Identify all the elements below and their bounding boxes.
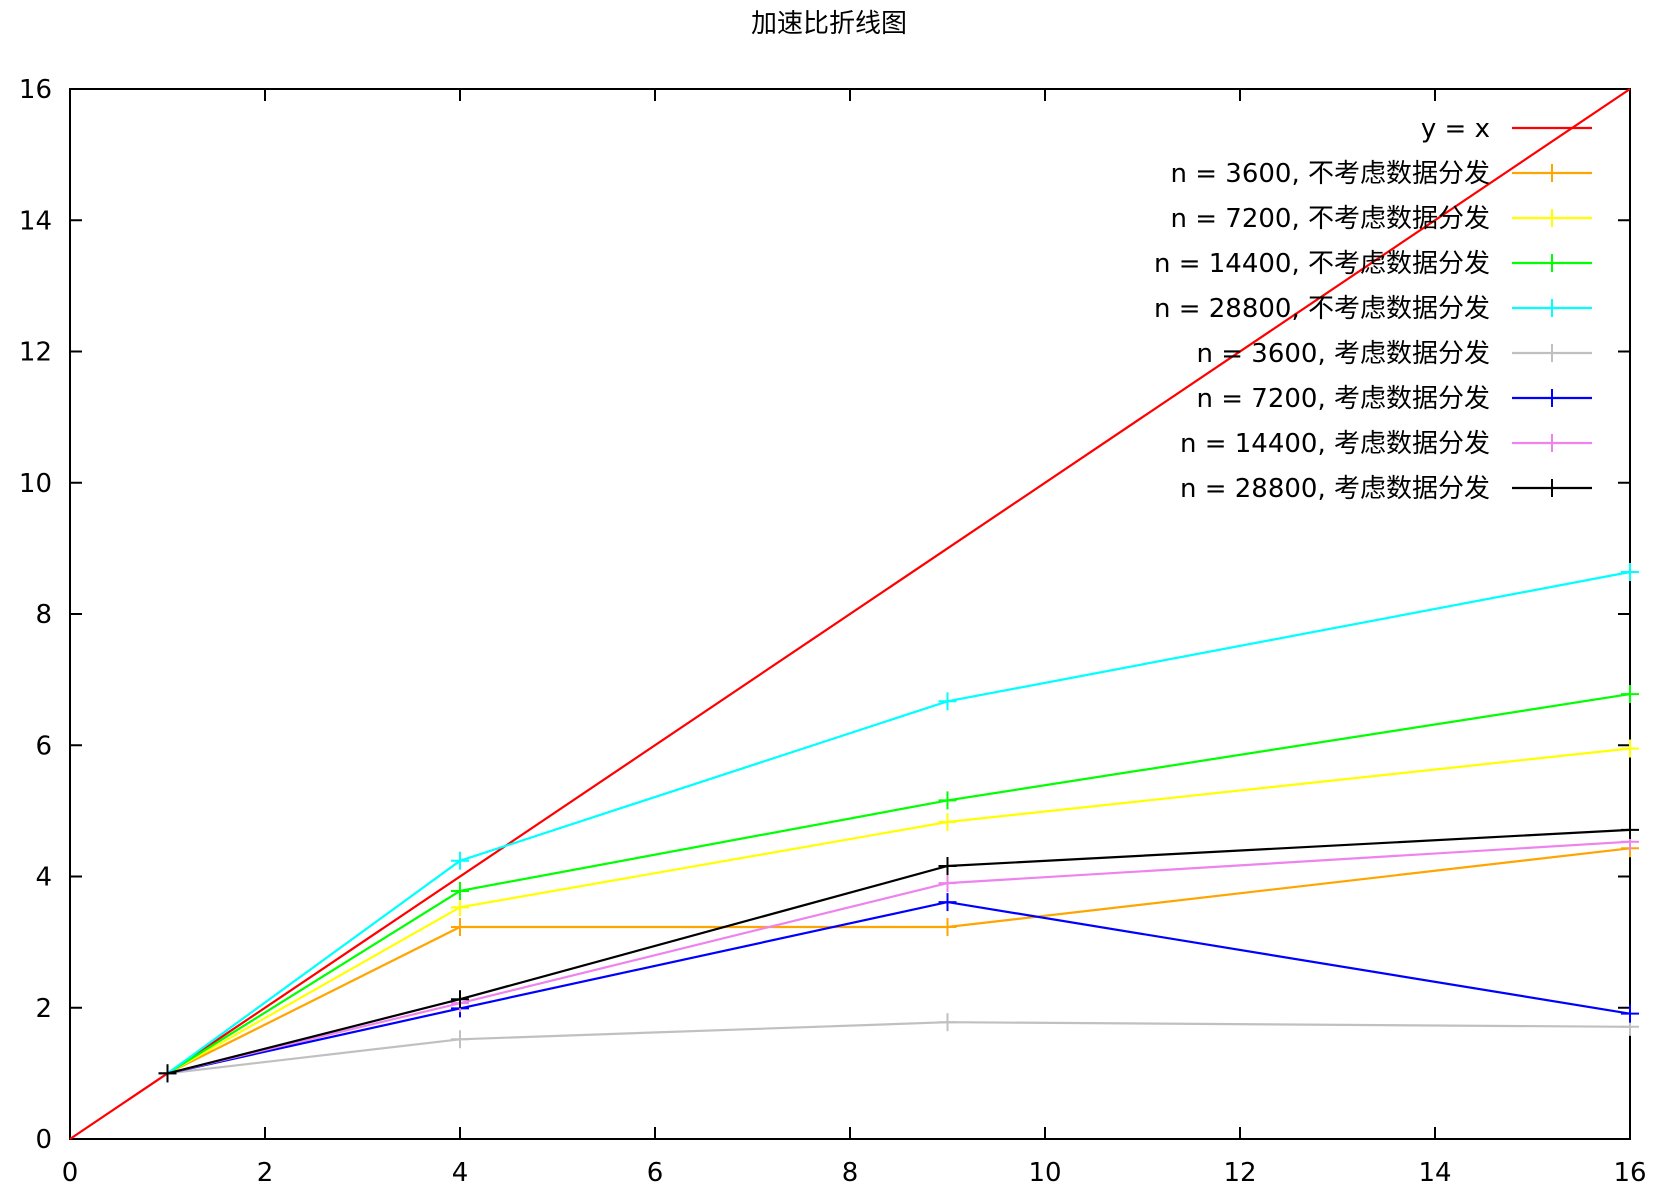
legend-label: n = 28800, 不考虑数据分发 — [1154, 294, 1490, 324]
y-tick-label: 2 — [35, 994, 52, 1024]
data-point — [1621, 1004, 1639, 1023]
series-line — [167, 828, 1631, 1075]
legend-label: n = 14400, 不考虑数据分发 — [1154, 249, 1490, 279]
legend-item: y = x — [1421, 114, 1592, 144]
series-line — [166, 747, 1631, 1075]
data-point — [451, 990, 469, 1009]
x-tick-label: 8 — [842, 1158, 859, 1188]
legend-label: n = 3600, 考虑数据分发 — [1197, 339, 1491, 369]
legend-label: n = 14400, 考虑数据分发 — [1180, 429, 1490, 459]
legend-item: n = 3600, 考虑数据分发 — [1197, 339, 1592, 369]
y-tick-label: 4 — [35, 863, 52, 893]
series-4 — [158, 563, 1639, 1083]
legend-label: n = 28800, 考虑数据分发 — [1180, 474, 1490, 504]
legend-label: y = x — [1421, 114, 1490, 144]
x-tick-label: 2 — [257, 1158, 274, 1188]
series-line — [167, 900, 1631, 1075]
x-tick-label: 0 — [62, 1158, 79, 1188]
series-line — [167, 847, 1631, 1075]
data-point — [938, 1013, 957, 1032]
series-7 — [158, 832, 1639, 1083]
y-tick-label: 10 — [19, 469, 52, 499]
legend-item: n = 14400, 考虑数据分发 — [1180, 429, 1592, 459]
data-point — [938, 813, 957, 832]
series-line — [167, 1021, 1631, 1075]
data-point — [1621, 563, 1639, 581]
data-point — [451, 918, 469, 937]
data-point — [158, 1064, 177, 1083]
data-point — [451, 851, 469, 870]
y-tick-label: 14 — [19, 206, 52, 236]
data-point — [1621, 820, 1639, 839]
legend-item: n = 28800, 不考虑数据分发 — [1154, 294, 1592, 324]
x-tick-label: 12 — [1223, 1158, 1256, 1188]
legend-item: n = 3600, 不考虑数据分发 — [1171, 159, 1592, 189]
series-0 — [69, 88, 1631, 1140]
data-point — [938, 893, 957, 912]
data-point — [1621, 739, 1639, 758]
legend-label: n = 7200, 不考虑数据分发 — [1171, 204, 1491, 234]
data-point — [451, 881, 469, 900]
y-tick-label: 12 — [19, 338, 52, 368]
x-tick-label: 6 — [647, 1158, 664, 1188]
x-tick-label: 16 — [1613, 1158, 1646, 1188]
legend-item: n = 7200, 不考虑数据分发 — [1171, 204, 1592, 234]
series-1 — [158, 839, 1639, 1083]
x-tick-label: 4 — [452, 1158, 469, 1188]
legend-item: n = 28800, 考虑数据分发 — [1180, 474, 1592, 504]
series-6 — [158, 893, 1639, 1083]
data-point — [938, 918, 957, 937]
x-tick-label: 14 — [1418, 1158, 1451, 1188]
legend: y = x n = 3600, 不考虑数据分发 n = 7200, 不考虑数据分发 n… — [1154, 114, 1592, 504]
y-tick-label: 6 — [35, 731, 52, 761]
data-point — [451, 1030, 469, 1049]
series-2 — [158, 739, 1639, 1083]
legend-item: n = 7200, 考虑数据分发 — [1197, 384, 1592, 414]
series-line — [69, 88, 1631, 1140]
legend-label: n = 7200, 考虑数据分发 — [1197, 384, 1491, 414]
data-point — [451, 898, 469, 917]
data-point — [938, 692, 957, 711]
plot-area: 0 2 4 6 8 10 12 14 16 0 2 4 6 8 10 12 14 16 — [19, 75, 1647, 1188]
series-5 — [158, 1013, 1639, 1083]
chart-title: 加速比折线图 — [751, 9, 907, 39]
y-tick-label: 8 — [35, 600, 52, 630]
y-tick-label: 0 — [35, 1125, 52, 1155]
y-tick-label: 16 — [19, 75, 52, 105]
legend-label: n = 3600, 不考虑数据分发 — [1171, 159, 1491, 189]
series-line — [167, 840, 1631, 1075]
data-point — [938, 857, 957, 875]
series-line — [166, 570, 1631, 1075]
data-point — [938, 791, 957, 810]
data-point — [938, 874, 957, 893]
series-8 — [158, 820, 1639, 1083]
x-tick-label: 10 — [1028, 1158, 1061, 1188]
data-point — [1621, 685, 1639, 704]
series-line — [166, 693, 1631, 1075]
legend-item: n = 14400, 不考虑数据分发 — [1154, 249, 1592, 279]
